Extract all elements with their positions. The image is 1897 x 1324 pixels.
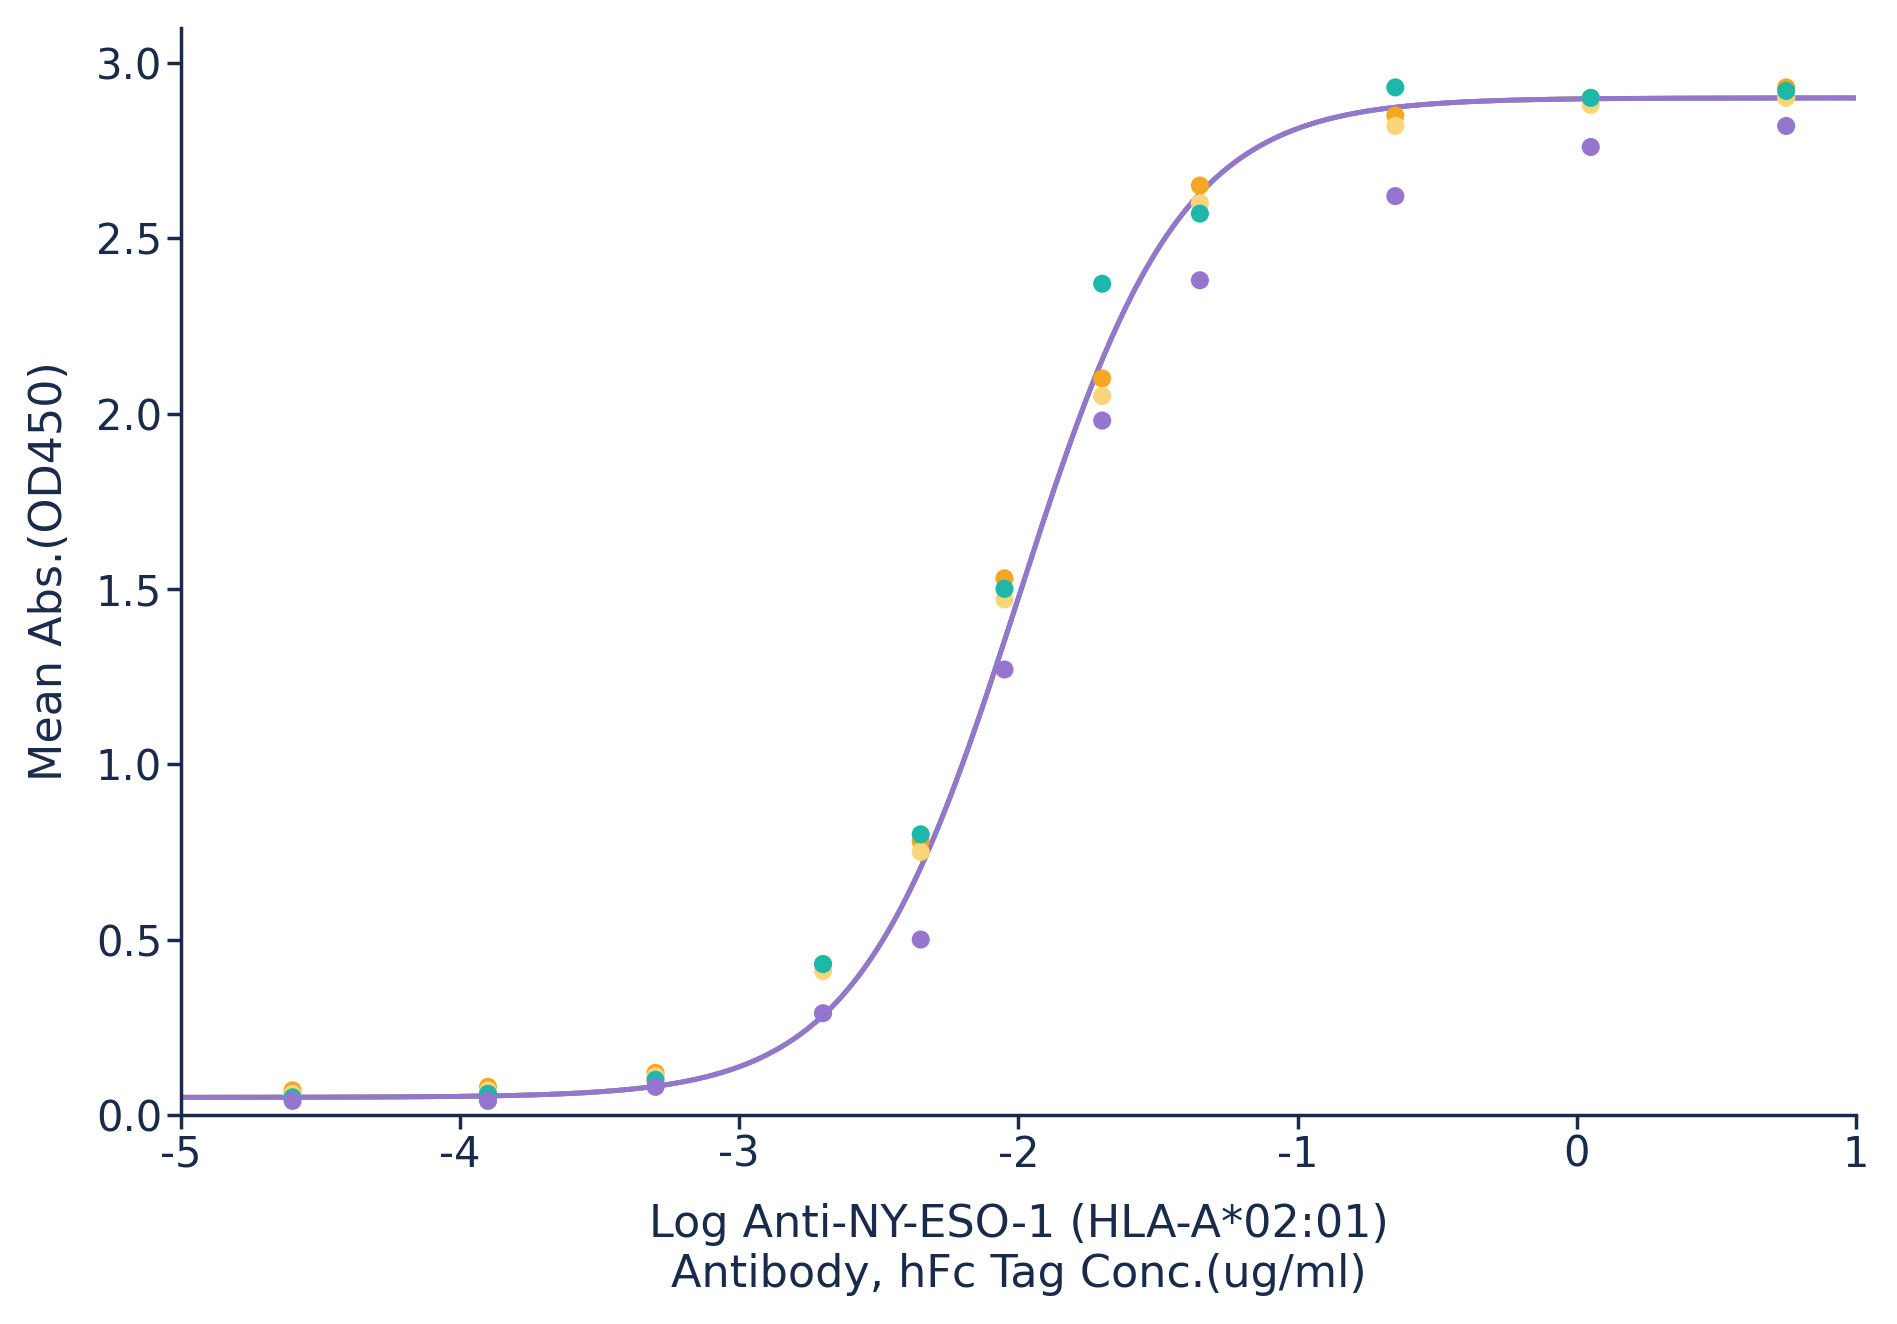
Point <box>1381 77 1411 98</box>
Point <box>472 1080 503 1102</box>
X-axis label: Log Anti-NY-ESO-1 (HLA-A*02:01)
Antibody, hFc Tag Conc.(ug/ml): Log Anti-NY-ESO-1 (HLA-A*02:01) Antibody… <box>649 1204 1389 1296</box>
Point <box>990 659 1021 681</box>
Point <box>641 1066 672 1087</box>
Point <box>905 841 935 862</box>
Point <box>1576 87 1607 109</box>
Point <box>1087 410 1117 432</box>
Point <box>1186 192 1216 213</box>
Point <box>905 929 935 951</box>
Point <box>1576 94 1607 115</box>
Point <box>808 1002 838 1023</box>
Point <box>1186 175 1216 196</box>
Point <box>808 960 838 981</box>
Point <box>277 1087 307 1108</box>
Point <box>277 1080 307 1102</box>
Point <box>1772 81 1802 102</box>
Point <box>1381 185 1411 207</box>
Point <box>1186 270 1216 291</box>
Point <box>1772 87 1802 109</box>
Point <box>990 579 1021 600</box>
Point <box>1772 115 1802 136</box>
Point <box>1087 385 1117 406</box>
Point <box>990 568 1021 589</box>
Point <box>1772 77 1802 98</box>
Point <box>1381 105 1411 126</box>
Point <box>808 953 838 974</box>
Point <box>1381 115 1411 136</box>
Point <box>1576 136 1607 158</box>
Point <box>1186 203 1216 224</box>
Point <box>1576 87 1607 109</box>
Point <box>905 830 935 851</box>
Point <box>472 1083 503 1104</box>
Point <box>808 953 838 974</box>
Point <box>1087 273 1117 294</box>
Point <box>641 1076 672 1098</box>
Point <box>277 1090 307 1111</box>
Point <box>472 1090 503 1111</box>
Point <box>905 824 935 845</box>
Point <box>641 1070 672 1091</box>
Point <box>990 589 1021 610</box>
Point <box>277 1083 307 1104</box>
Point <box>641 1062 672 1083</box>
Y-axis label: Mean Abs.(OD450): Mean Abs.(OD450) <box>28 361 70 781</box>
Point <box>472 1076 503 1098</box>
Point <box>1087 368 1117 389</box>
